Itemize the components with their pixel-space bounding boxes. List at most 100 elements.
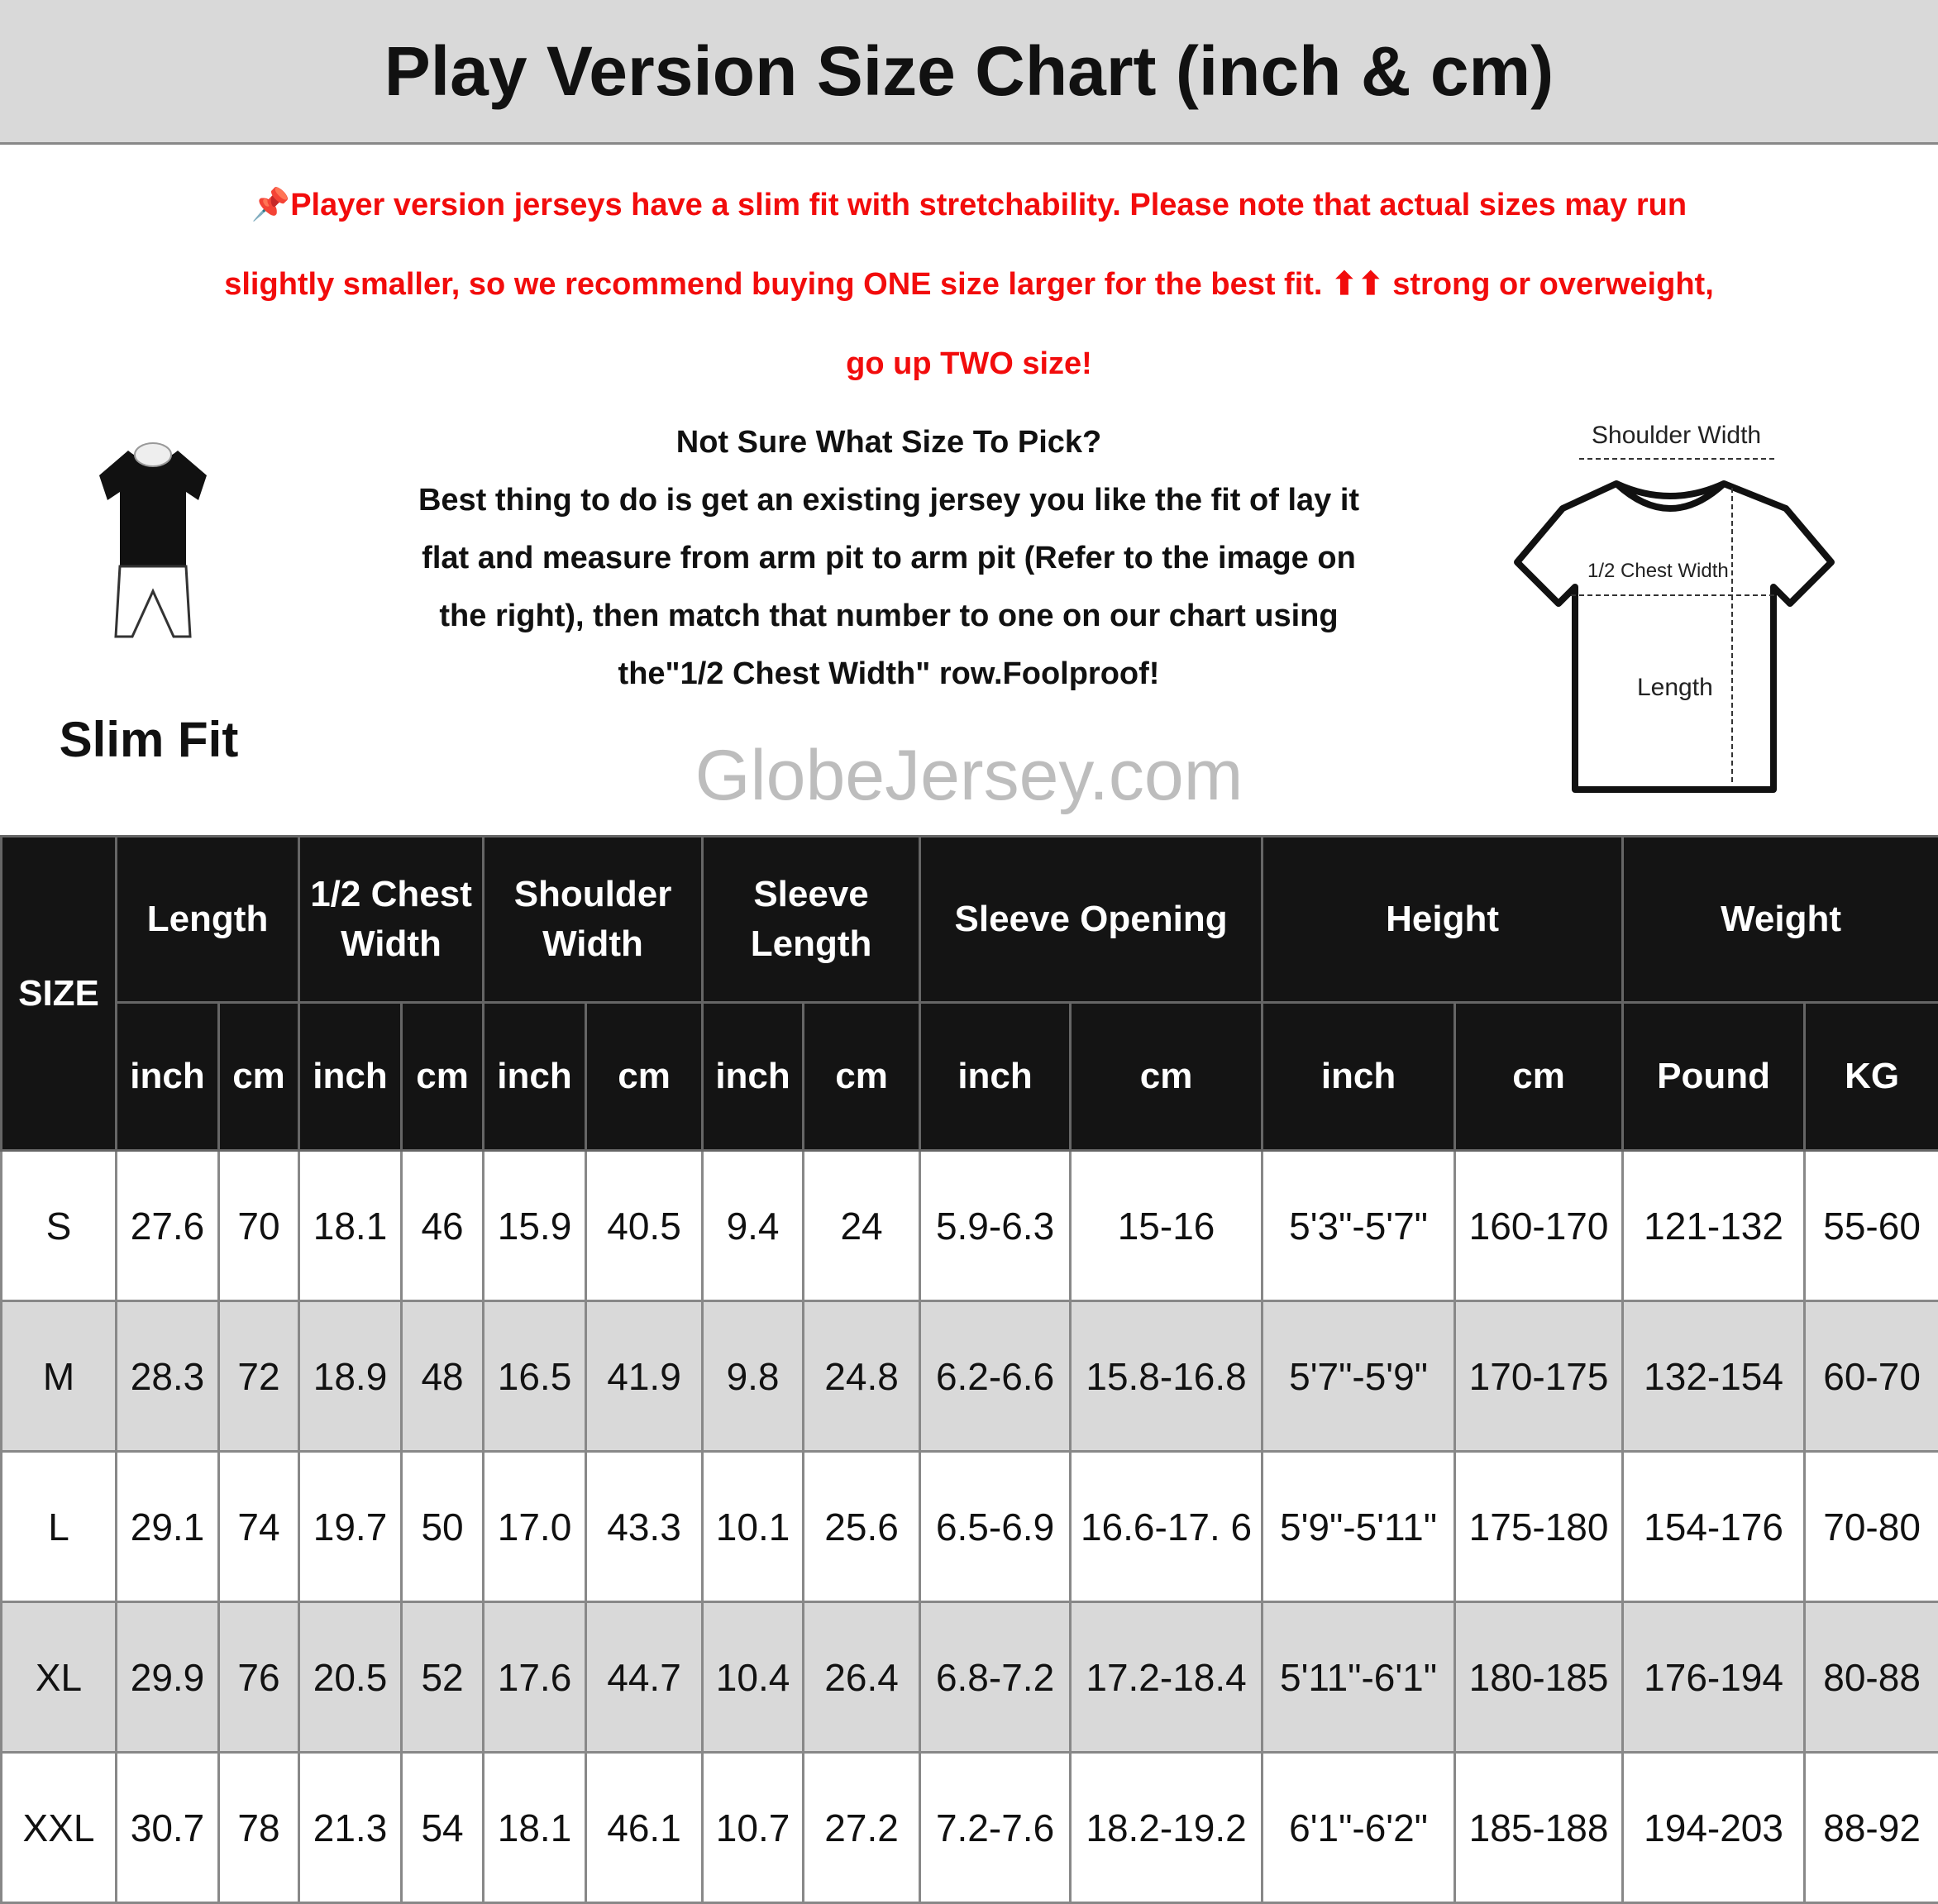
value-cell: 6.2-6.6 (920, 1301, 1071, 1452)
unit-header: cm (402, 1003, 484, 1151)
value-cell: 6.5-6.9 (920, 1452, 1071, 1602)
value-cell: 28.3 (117, 1301, 219, 1452)
value-cell: 5'3"-5'7" (1263, 1151, 1455, 1301)
value-cell: 170-175 (1455, 1301, 1623, 1452)
value-cell: 16.5 (484, 1301, 586, 1452)
value-cell: 5.9-6.3 (920, 1151, 1071, 1301)
unit-header: cm (1455, 1003, 1623, 1151)
value-cell: 17.2-18.4 (1071, 1602, 1263, 1753)
watermark: GlobeJersey.com (0, 734, 1938, 817)
length-label: Length (1637, 674, 1713, 702)
value-cell: 26.4 (804, 1602, 920, 1753)
value-cell: 20.5 (299, 1602, 402, 1753)
value-cell: 194-203 (1623, 1753, 1805, 1903)
value-cell: 55-60 (1805, 1151, 1938, 1301)
value-cell: 6.8-7.2 (920, 1602, 1071, 1753)
value-cell: 48 (402, 1301, 484, 1452)
help-text: Not Sure What Size To Pick? Best thing t… (285, 413, 1492, 703)
value-cell: 88-92 (1805, 1753, 1938, 1903)
value-cell: 27.6 (117, 1151, 219, 1301)
fit-notice: 📌Player version jerseys have a slim fit … (10, 165, 1928, 403)
value-cell: 40.5 (586, 1151, 703, 1301)
size-cell: S (2, 1151, 117, 1301)
size-cell: M (2, 1301, 117, 1452)
page-title: Play Version Size Chart (inch & cm) (0, 0, 1938, 145)
unit-header: cm (804, 1003, 920, 1151)
value-cell: 29.9 (117, 1602, 219, 1753)
value-cell: 9.8 (703, 1301, 804, 1452)
value-cell: 18.2-19.2 (1071, 1753, 1263, 1903)
value-cell: 76 (219, 1602, 299, 1753)
value-cell: 180-185 (1455, 1602, 1623, 1753)
value-cell: 24 (804, 1151, 920, 1301)
value-cell: 29.1 (117, 1452, 219, 1602)
value-cell: 121-132 (1623, 1151, 1805, 1301)
value-cell: 15-16 (1071, 1151, 1263, 1301)
value-cell: 15.8-16.8 (1071, 1301, 1263, 1452)
value-cell: 5'9"-5'11" (1263, 1452, 1455, 1602)
value-cell: 52 (402, 1602, 484, 1753)
value-cell: 46 (402, 1151, 484, 1301)
value-cell: 41.9 (586, 1301, 703, 1452)
value-cell: 78 (219, 1753, 299, 1903)
size-header: SIZE (2, 837, 117, 1151)
value-cell: 15.9 (484, 1151, 586, 1301)
value-cell: 16.6-17. 6 (1071, 1452, 1263, 1602)
value-cell: 5'7"-5'9" (1263, 1301, 1455, 1452)
value-cell: 132-154 (1623, 1301, 1805, 1452)
value-cell: 46.1 (586, 1753, 703, 1903)
value-cell: 10.4 (703, 1602, 804, 1753)
unit-header: inch (484, 1003, 586, 1151)
value-cell: 30.7 (117, 1753, 219, 1903)
help-line: the"1/2 Chest Width" row.Foolproof! (285, 645, 1492, 703)
value-cell: 60-70 (1805, 1301, 1938, 1452)
unit-header: inch (117, 1003, 219, 1151)
unit-header: KG (1805, 1003, 1938, 1151)
value-cell: 25.6 (804, 1452, 920, 1602)
unit-header: cm (219, 1003, 299, 1151)
unit-header: inch (299, 1003, 402, 1151)
value-cell: 160-170 (1455, 1151, 1623, 1301)
notice-line: go up TWO size! (10, 324, 1928, 403)
unit-header: Pound (1623, 1003, 1805, 1151)
value-cell: 154-176 (1623, 1452, 1805, 1602)
unit-header: cm (1071, 1003, 1263, 1151)
unit-header: inch (703, 1003, 804, 1151)
value-cell: 9.4 (703, 1151, 804, 1301)
value-cell: 17.0 (484, 1452, 586, 1602)
value-cell: 80-88 (1805, 1602, 1938, 1753)
value-cell: 175-180 (1455, 1452, 1623, 1602)
value-cell: 44.7 (586, 1602, 703, 1753)
value-cell: 7.2-7.6 (920, 1753, 1071, 1903)
value-cell: 185-188 (1455, 1753, 1623, 1903)
notice-line: slightly smaller, so we recommend buying… (10, 245, 1928, 324)
size-cell: XXL (2, 1753, 117, 1903)
value-cell: 72 (219, 1301, 299, 1452)
value-cell: 18.1 (299, 1151, 402, 1301)
value-cell: 6'1"-6'2" (1263, 1753, 1455, 1903)
help-heading: Not Sure What Size To Pick? (285, 413, 1492, 471)
value-cell: 50 (402, 1452, 484, 1602)
group-header: Weight (1623, 837, 1938, 1003)
value-cell: 70 (219, 1151, 299, 1301)
help-line: the right), then match that number to on… (285, 587, 1492, 645)
size-cell: XL (2, 1602, 117, 1753)
unit-header: cm (586, 1003, 703, 1151)
group-header: 1/2 Chest Width (299, 837, 484, 1003)
help-line: flat and measure from arm pit to arm pit… (285, 529, 1492, 587)
value-cell: 21.3 (299, 1753, 402, 1903)
value-cell: 18.9 (299, 1301, 402, 1452)
size-cell: L (2, 1452, 117, 1602)
group-header: Sleeve Opening (920, 837, 1263, 1003)
value-cell: 24.8 (804, 1301, 920, 1452)
unit-header: inch (1263, 1003, 1455, 1151)
unit-header: inch (920, 1003, 1071, 1151)
group-header: Shoulder Width (484, 837, 703, 1003)
group-header: Sleeve Length (703, 837, 920, 1003)
shoulder-width-label: Shoulder Width (1592, 422, 1761, 450)
